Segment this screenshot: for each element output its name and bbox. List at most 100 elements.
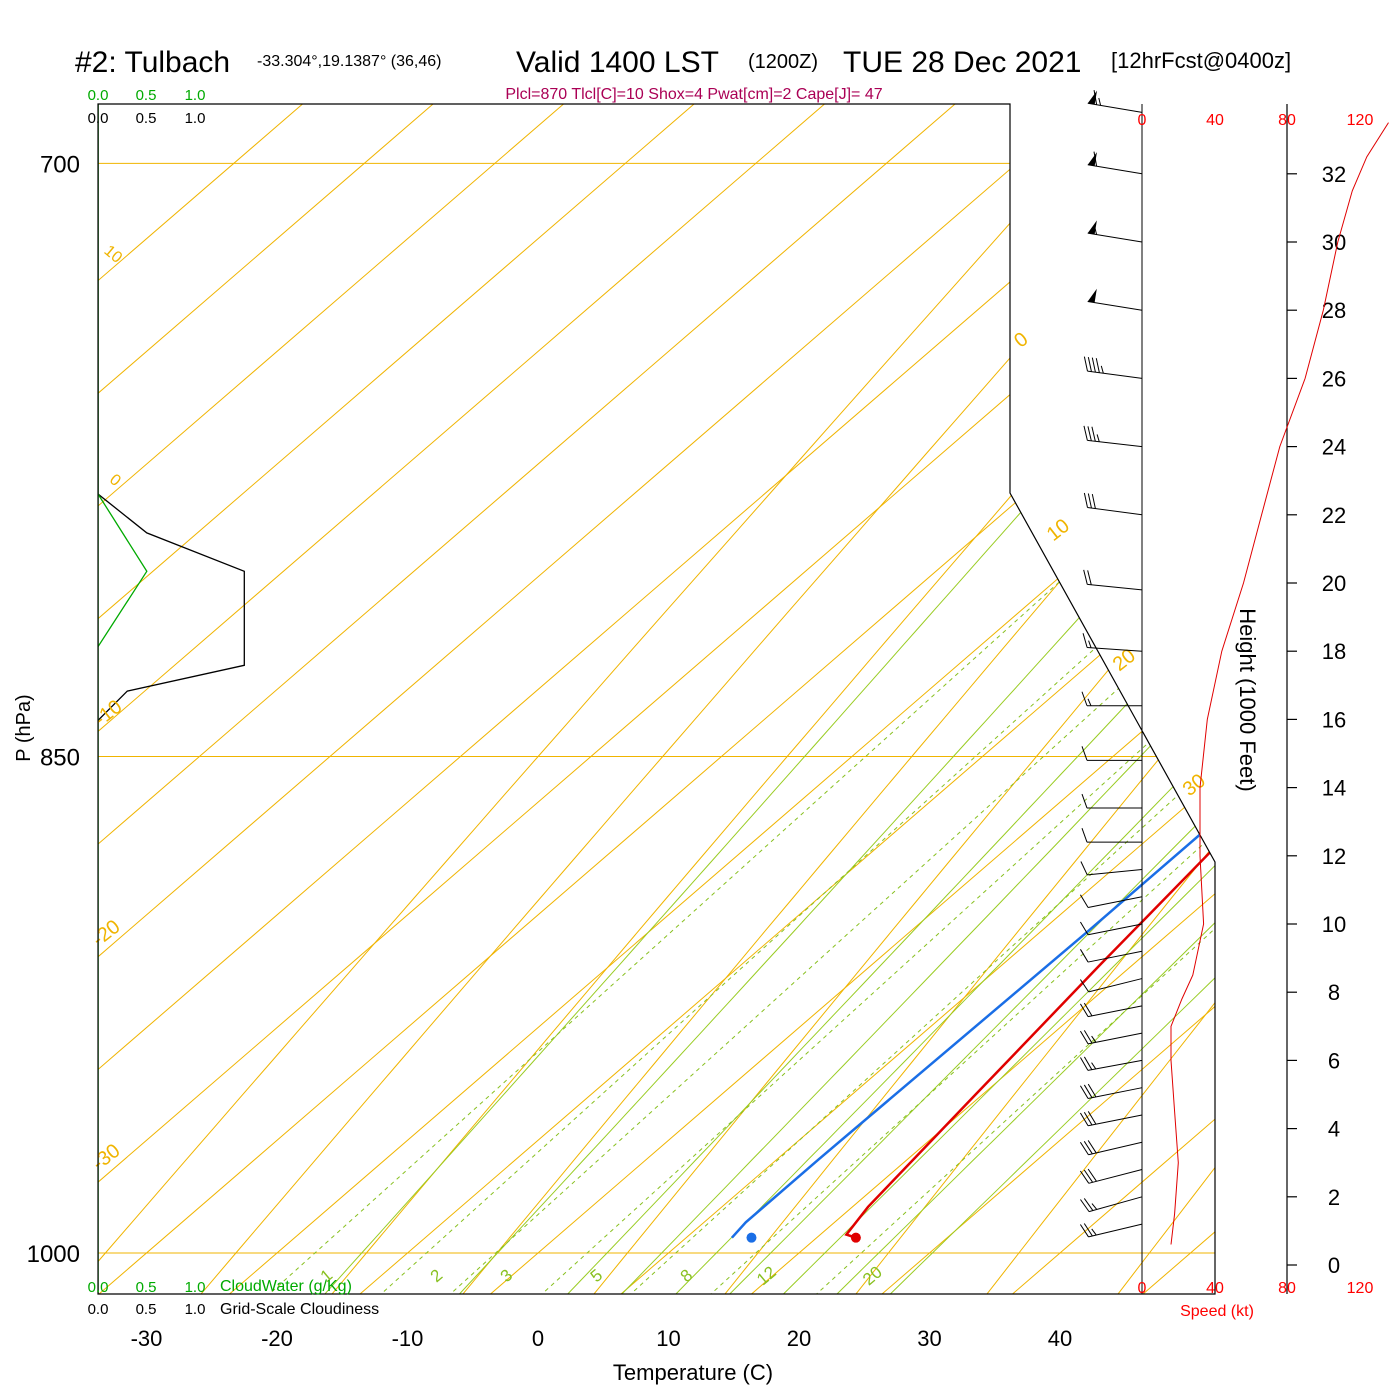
wind-barb-staff bbox=[1087, 647, 1143, 652]
height-tick-label: 32 bbox=[1322, 162, 1346, 187]
dry-adiabat-line bbox=[880, 104, 1215, 1294]
wind-barb bbox=[1079, 894, 1143, 908]
height-tick-label: 0 bbox=[1328, 1253, 1340, 1278]
wind-barb bbox=[1079, 1223, 1143, 1238]
wind-barb-full bbox=[1080, 1199, 1090, 1212]
height-tick-label: 2 bbox=[1328, 1185, 1340, 1210]
pressure-tick-label: 1000 bbox=[27, 1241, 80, 1268]
temperature-tick-label: 40 bbox=[1048, 1326, 1072, 1351]
station-title: #2: Tulbach bbox=[75, 46, 230, 79]
cloudiness-tick-top: 0.0 bbox=[88, 110, 109, 127]
height-tick-label: 10 bbox=[1322, 912, 1346, 937]
wind-barb-full bbox=[1079, 921, 1089, 936]
isotherm-label: 0 bbox=[1010, 328, 1032, 352]
wind-barb bbox=[1081, 827, 1142, 843]
isotherm-line bbox=[723, 104, 1215, 1294]
wind-barb bbox=[1079, 978, 1143, 993]
mixing-ratio-line bbox=[298, 104, 1215, 1294]
wind-barb bbox=[1082, 633, 1143, 652]
wind-barb bbox=[1083, 356, 1143, 379]
sounding-params: Plcl=870 Tlcl[C]=10 Shox=4 Pwat[cm]=2 Ca… bbox=[505, 86, 882, 103]
wind-barb-full bbox=[1083, 1056, 1093, 1070]
wind-barb-full bbox=[1079, 1085, 1089, 1099]
moist-adiabat-line bbox=[540, 104, 1215, 1294]
cloudwater-line bbox=[98, 493, 148, 648]
cloudwater-label: CloudWater (g/Kg) bbox=[220, 1278, 352, 1295]
wind-barb-flag bbox=[1087, 220, 1097, 235]
wind-barb-full bbox=[1083, 569, 1088, 585]
surface-dewpoint-dot bbox=[746, 1232, 757, 1243]
wind-barb-full bbox=[1079, 1141, 1089, 1156]
wind-barb-staff bbox=[1087, 1005, 1143, 1018]
moist-adiabat-line bbox=[592, 104, 1215, 1294]
wind-barb-full bbox=[1083, 1111, 1093, 1126]
cloudwater-tick-top: 0.5 bbox=[136, 87, 157, 104]
wind-barb-full bbox=[1079, 894, 1089, 908]
wind-barb-full bbox=[1091, 426, 1096, 442]
cloudiness-tick-top: 0.5 bbox=[136, 110, 157, 127]
moist-adiabat-line bbox=[331, 104, 1215, 1294]
mixing-ratio-line bbox=[480, 104, 1215, 1294]
valid-date: TUE 28 Dec 2021 bbox=[843, 46, 1081, 79]
wind-barb bbox=[1079, 1140, 1143, 1156]
axes: 1235812203020100-10-20-30100250300400500… bbox=[27, 87, 1216, 1351]
wind-barb-half bbox=[1094, 227, 1098, 235]
dry-adiabat-line bbox=[216, 104, 1215, 1294]
wind-barb-staff bbox=[1087, 232, 1143, 243]
wind-barb-full bbox=[1081, 691, 1088, 706]
isotherm-label: 0 bbox=[106, 471, 124, 490]
height-tick-label: 16 bbox=[1322, 707, 1346, 732]
plot-border bbox=[97, 103, 1216, 1295]
sounding-profiles bbox=[98, 104, 1215, 1294]
wind-barb-staff bbox=[1087, 164, 1143, 175]
wind-barb bbox=[1080, 861, 1143, 876]
cloudiness-line bbox=[98, 104, 245, 721]
height-axis-title: Height (1000 Feet) bbox=[1235, 608, 1260, 791]
temperature-tick-label: 0 bbox=[532, 1326, 544, 1351]
temperature-tick-label: 10 bbox=[656, 1326, 680, 1351]
pressure-tick-label: 850 bbox=[40, 745, 80, 772]
moist-adiabat-line bbox=[749, 104, 1215, 1294]
wind-barb-half bbox=[1098, 97, 1102, 106]
wind-barb-half bbox=[1088, 640, 1092, 648]
wind-barb-full bbox=[1083, 356, 1088, 372]
wind-barb bbox=[1080, 1196, 1143, 1213]
speed-tick-bottom: 80 bbox=[1278, 1280, 1296, 1297]
wind-speed-line bbox=[1170, 122, 1389, 1245]
wind-barb-half bbox=[1100, 365, 1104, 374]
wind-barb-full bbox=[1091, 493, 1096, 509]
height-tick-label: 30 bbox=[1322, 230, 1346, 255]
isotherm-label: -20 bbox=[88, 916, 124, 951]
isotherm-label: 10 bbox=[1043, 515, 1074, 546]
cloudiness-tick-bottom: 0.5 bbox=[136, 1301, 157, 1318]
wind-barb-full bbox=[1087, 493, 1092, 509]
isotherm-line bbox=[853, 104, 1215, 1294]
wind-barb-full bbox=[1087, 357, 1092, 372]
wind-barb-full bbox=[1083, 1169, 1094, 1183]
moist-adiabat-line bbox=[644, 104, 1215, 1294]
wind-barb bbox=[1080, 1056, 1143, 1071]
wind-barb-staff bbox=[1087, 1087, 1143, 1099]
wind-barb-full bbox=[1093, 90, 1098, 105]
cloudiness-tick-bottom: 1.0 bbox=[185, 1301, 206, 1318]
wind-barb-staff bbox=[1088, 1223, 1143, 1238]
wind-barb-full bbox=[1083, 1030, 1093, 1044]
cloudwater-tick-bottom: 0.5 bbox=[136, 1279, 157, 1296]
wind-barb-staff bbox=[1087, 583, 1143, 591]
wind-barb-full bbox=[1083, 1084, 1093, 1098]
cloudwater-tick-top: 0.0 bbox=[88, 87, 109, 104]
cloudwater-tick-top: 1.0 bbox=[185, 87, 206, 104]
cloudiness-tick-top: 1.0 bbox=[185, 110, 206, 127]
dry-adiabat-line bbox=[747, 104, 1215, 1294]
wind-barb-full bbox=[1095, 358, 1100, 373]
wind-barb-full bbox=[1083, 1002, 1093, 1017]
dewpoint-line bbox=[730, 104, 1215, 1239]
dry-adiabat-line bbox=[482, 104, 1215, 1294]
wind-barb-staff bbox=[1087, 1059, 1143, 1071]
height-tick-label: 14 bbox=[1322, 776, 1346, 801]
wind-barb-full bbox=[1087, 1111, 1097, 1125]
